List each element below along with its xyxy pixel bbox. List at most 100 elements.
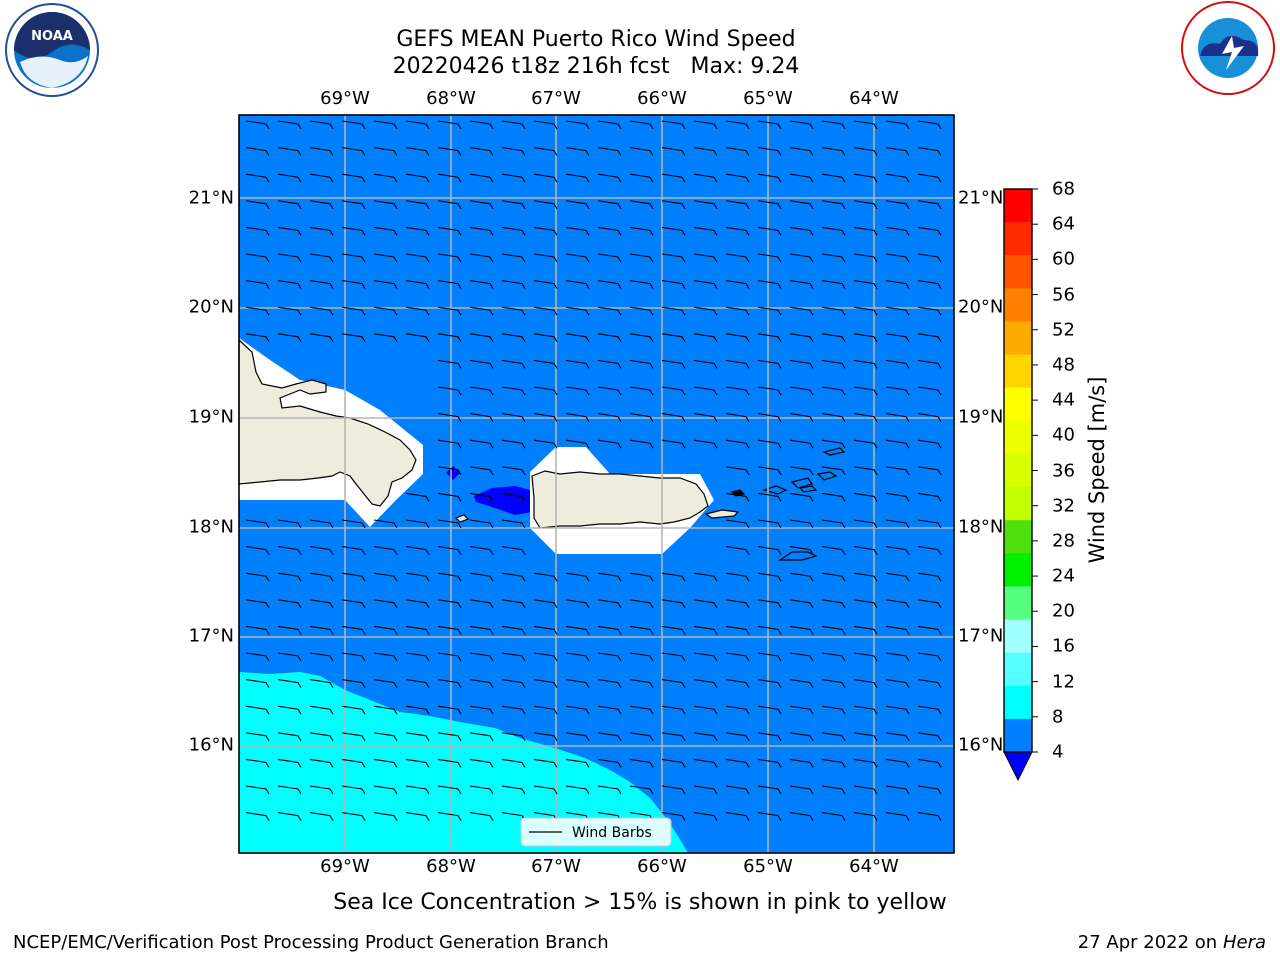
colorbar-swatch [1004, 652, 1032, 687]
wind-barb [885, 120, 910, 130]
wind-barb [821, 333, 846, 343]
wind-barb [373, 173, 398, 183]
wind-barb [437, 785, 462, 795]
wind-barb [885, 546, 910, 555]
wind-barb [405, 173, 430, 183]
wind-barb [725, 466, 750, 476]
wind-barb [341, 679, 366, 688]
wind-barb [885, 439, 910, 449]
wind-barb [661, 439, 686, 449]
wind-barb [501, 546, 526, 555]
wind-barb [565, 386, 590, 396]
wind-barb [853, 226, 878, 236]
wind-barb [469, 466, 494, 476]
wind-barb [437, 120, 462, 130]
wind-barb [341, 226, 366, 236]
colorbar-swatch [1004, 321, 1032, 356]
wind-barb [501, 253, 526, 263]
wind-barb [373, 679, 398, 688]
wind-barb [789, 306, 814, 316]
wind-barb [437, 253, 462, 263]
wind-barb [309, 333, 334, 343]
wind-barb [469, 758, 494, 768]
wind-barb [277, 280, 302, 289]
wind-barb [277, 546, 302, 555]
wind-barb [853, 705, 878, 715]
colorbar-under-arrow [1003, 751, 1033, 782]
wind-barb [437, 492, 462, 502]
wind-barb [597, 785, 622, 795]
wind-barb [469, 599, 494, 609]
wind-barb [501, 413, 526, 422]
wind-barb [437, 625, 462, 635]
wind-barb [917, 785, 942, 795]
wind-barb [629, 333, 654, 343]
wind-barb [373, 147, 398, 156]
wind-barb [853, 200, 878, 210]
wind-barb [725, 413, 750, 422]
wind-barb [917, 359, 942, 369]
wind-barb [725, 519, 750, 529]
wind-barb [501, 333, 526, 343]
wind-barb [693, 253, 718, 263]
wind-barb [853, 466, 878, 476]
wind-barb [469, 333, 494, 343]
colorbar-label: 56 [1052, 284, 1075, 306]
wind-barb [821, 625, 846, 635]
sea-ice-caption: Sea Ice Concentration > 15% is shown in … [333, 890, 947, 915]
wind-barb [629, 359, 654, 369]
wind-barb [821, 173, 846, 183]
wind-barb [533, 386, 558, 396]
wind-barb [533, 732, 558, 742]
wind-barb [341, 705, 366, 715]
wind-barb [917, 572, 942, 582]
wind-barb [469, 120, 494, 130]
wind-barb [373, 200, 398, 210]
lat-tick-left: 17°N [188, 625, 234, 647]
wind-barb [821, 280, 846, 289]
wind-barb [597, 439, 622, 449]
wind-barb [917, 492, 942, 502]
wind-barb [565, 413, 590, 422]
wind-barb [309, 519, 334, 529]
wind-band-8-12 [239, 672, 688, 853]
wind-barb [853, 173, 878, 183]
wind-barb [245, 599, 270, 609]
wind-barb [853, 253, 878, 263]
wind-barb [437, 226, 462, 236]
wind-barb [853, 120, 878, 130]
wind-barb [373, 785, 398, 795]
legend-label: Wind Barbs [572, 825, 652, 841]
colorbar-label: 52 [1052, 319, 1075, 341]
wind-barb [533, 200, 558, 210]
colorbar-swatch [1004, 189, 1032, 223]
colorbar-swatch [1004, 586, 1032, 621]
wind-barb [565, 732, 590, 742]
wind-barb [277, 226, 302, 236]
wind-barb [277, 785, 302, 795]
wind-barb [533, 359, 558, 369]
wind-barb [693, 120, 718, 130]
wind-barb [309, 147, 334, 156]
colorbar-swatch [1004, 619, 1032, 654]
wind-barb [853, 413, 878, 422]
lat-tick-left: 20°N [188, 296, 234, 318]
wind-barb [565, 333, 590, 343]
wind-barb [853, 519, 878, 529]
wind-barb [341, 785, 366, 795]
wind-barb [277, 705, 302, 715]
wind-barb [501, 386, 526, 396]
colorbar-label: 24 [1052, 565, 1075, 587]
wind-barb [725, 173, 750, 183]
wind-barb [661, 758, 686, 768]
wind-barb [597, 386, 622, 396]
wind-barb [405, 785, 430, 795]
wind-barb [277, 519, 302, 529]
wind-barb [373, 280, 398, 289]
wind-barb [597, 413, 622, 422]
wind-barb [533, 439, 558, 449]
wind-barb [789, 546, 814, 555]
colorbar-label: 32 [1052, 495, 1075, 517]
wind-barb [789, 732, 814, 742]
wind-barb [341, 572, 366, 582]
